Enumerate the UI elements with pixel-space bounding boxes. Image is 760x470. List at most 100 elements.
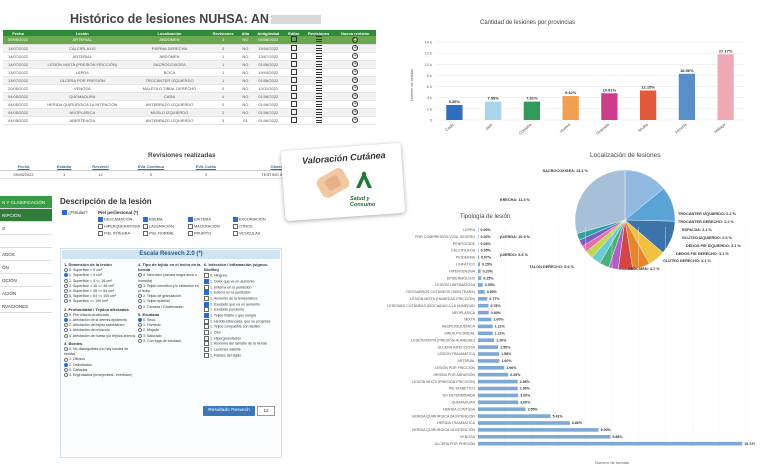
add-revision-icon[interactable]: + — [352, 93, 359, 99]
radio-option[interactable]: 2. Afectación del tejido subcutáneo — [64, 323, 136, 328]
piel-option[interactable]: PIEL NORMAL — [143, 231, 188, 236]
check-option[interactable]: 1. Aumento del tamaño de la herida — [204, 341, 280, 347]
add-revision-icon[interactable]: + — [352, 85, 359, 91]
edit-icon[interactable] — [290, 52, 297, 59]
check-option[interactable]: 1. Dolor que va en aumento — [204, 279, 280, 285]
col-revisiones[interactable]: Revisiones — [207, 30, 239, 36]
col-localizacion[interactable]: Localización — [131, 30, 208, 36]
check-option[interactable]: 1. Tejido compatible con Biofilm — [204, 324, 280, 330]
list-icon[interactable] — [315, 36, 322, 43]
checkbox[interactable] — [204, 290, 209, 296]
col-alta[interactable]: Alta — [238, 30, 252, 36]
check-option[interactable]: 0. Ninguno — [204, 273, 280, 279]
checkbox[interactable] — [233, 217, 238, 222]
col-lesion[interactable]: Lesión — [33, 30, 132, 36]
radio-button[interactable] — [64, 333, 68, 338]
add-revision-icon[interactable]: + — [352, 61, 359, 67]
check-option[interactable]: 1. Lesiones satélite — [204, 346, 280, 353]
radio-option[interactable]: 1. Difusos — [64, 357, 136, 362]
checkbox[interactable] — [204, 318, 209, 324]
radio-button[interactable] — [64, 357, 68, 362]
checkbox[interactable] — [98, 231, 103, 236]
list-icon[interactable] — [315, 108, 322, 115]
radio-option[interactable]: 2. Mojado — [138, 328, 202, 333]
checkbox[interactable] — [204, 329, 209, 335]
radio-button[interactable] — [64, 323, 68, 328]
checkbox[interactable] — [204, 273, 209, 279]
radio-button[interactable] — [138, 328, 142, 333]
rev-col-eva-continuo[interactable]: EVA Continuo — [119, 163, 183, 171]
edit-icon[interactable] — [290, 68, 297, 75]
radio-button[interactable] — [64, 278, 68, 283]
checkbox[interactable] — [204, 346, 209, 352]
check-option[interactable]: 1. Tejido friable o que sangra — [204, 313, 280, 319]
radio-button[interactable] — [138, 304, 142, 309]
check-option[interactable]: 1. Edema en la perilesión — [204, 290, 280, 296]
radio-button[interactable] — [138, 294, 142, 299]
checkbox[interactable] — [204, 352, 209, 358]
radio-option[interactable]: 2. Tejido de granulación — [138, 294, 202, 299]
radio-option[interactable]: 0. Cerrada / Cicatrización — [138, 305, 202, 310]
checkbox[interactable] — [204, 284, 209, 290]
table-row[interactable]: 04/05/2022 ABERTENCIA ANTEBRAZO IZQUIERDO 3… — [3, 116, 376, 125]
radio-button[interactable] — [138, 299, 142, 304]
add-revision-icon[interactable]: + — [352, 45, 359, 51]
radio-option[interactable]: 0. Seco — [138, 318, 202, 323]
radio-option[interactable]: 1. Afectación de la dermis-epidermis — [64, 318, 136, 323]
list-icon[interactable] — [315, 92, 322, 99]
menu-item-clasificacion[interactable]: N Y CLASIFICACIÓN — [0, 196, 52, 209]
checkbox[interactable] — [188, 224, 193, 229]
edit-icon[interactable] — [290, 100, 297, 107]
radio-option[interactable]: 3. Superficie = 16 <= 36 cm² — [64, 284, 136, 289]
radio-option[interactable]: 0. Piel intacta cicatrizada — [64, 313, 136, 318]
radio-option[interactable]: 1. Tejido epitelial — [138, 299, 202, 304]
edit-icon[interactable] — [290, 84, 297, 91]
checkbox[interactable] — [233, 231, 238, 236]
radio-button[interactable] — [64, 328, 68, 333]
radio-button[interactable] — [64, 283, 68, 288]
col-fecha[interactable]: Fecha — [3, 30, 34, 36]
checkbox[interactable] — [233, 224, 238, 229]
table-row[interactable]: 04/05/2022 NEOPLÁSICA MUSLO IZQUIERDO 2 NO 01… — [3, 108, 376, 117]
radio-button[interactable] — [138, 283, 142, 288]
table-row[interactable]: 20/05/2022 VENOSA MALÉOLO TIBIAL DERECHO 0 N… — [3, 84, 376, 93]
rev-col-eva-curas[interactable]: EVA Curas — [182, 163, 230, 171]
radio-option[interactable]: 3. Saturado — [138, 334, 202, 339]
checkbox[interactable] — [143, 217, 148, 222]
piel-option[interactable]: VESICULAS — [233, 231, 278, 236]
menu-item-2[interactable]: S — [0, 222, 52, 235]
add-revision-icon[interactable]: + — [352, 117, 359, 123]
list-icon[interactable] — [315, 100, 322, 107]
checkbox[interactable] — [98, 224, 103, 229]
piel-option[interactable]: PIEL INTEGRA — [98, 231, 143, 236]
checkbox[interactable] — [143, 231, 148, 236]
add-revision-icon[interactable]: + — [352, 36, 359, 43]
check-option[interactable]: 1. Exudado que va en aumento — [204, 301, 280, 308]
check-option[interactable]: 1. Eritema en la perilesión — [204, 284, 280, 291]
col-antiguedad[interactable]: Antigüedad — [251, 30, 285, 36]
edit-icon[interactable] — [290, 108, 297, 115]
list-icon[interactable] — [315, 76, 322, 83]
edit-icon[interactable] — [290, 76, 297, 83]
list-icon[interactable] — [315, 52, 322, 59]
radio-button[interactable] — [64, 318, 68, 323]
check-option[interactable]: 1. Hipergranulación — [204, 335, 280, 342]
checkbox[interactable] — [188, 231, 193, 236]
edit-icon[interactable] — [290, 36, 297, 43]
check-option[interactable]: 1. Olor — [204, 329, 280, 336]
fistulas-checkbox-row[interactable]: ¿Fístulas? — [62, 210, 88, 216]
checkbox[interactable] — [204, 335, 209, 341]
radio-button[interactable] — [64, 299, 68, 304]
list-icon[interactable] — [315, 116, 322, 123]
piel-option[interactable]: OTROS — [233, 224, 278, 229]
radio-button[interactable] — [64, 294, 68, 299]
radio-option[interactable]: 3. Afectación del músculo — [64, 328, 136, 333]
radio-option[interactable]: 4. Afectación de hueso y/o tejidos anexo… — [64, 334, 136, 339]
list-icon[interactable] — [315, 44, 322, 51]
menu-item-3[interactable] — [0, 235, 52, 248]
piel-option[interactable]: HIPERQUERATOSIS — [98, 224, 143, 229]
checkbox[interactable] — [204, 324, 209, 330]
radio-option[interactable]: 4. Necrótico (escara negra seca o húmeda… — [138, 273, 197, 283]
list-icon[interactable] — [315, 84, 322, 91]
piel-option[interactable]: LACERACIÓN — [143, 224, 188, 229]
